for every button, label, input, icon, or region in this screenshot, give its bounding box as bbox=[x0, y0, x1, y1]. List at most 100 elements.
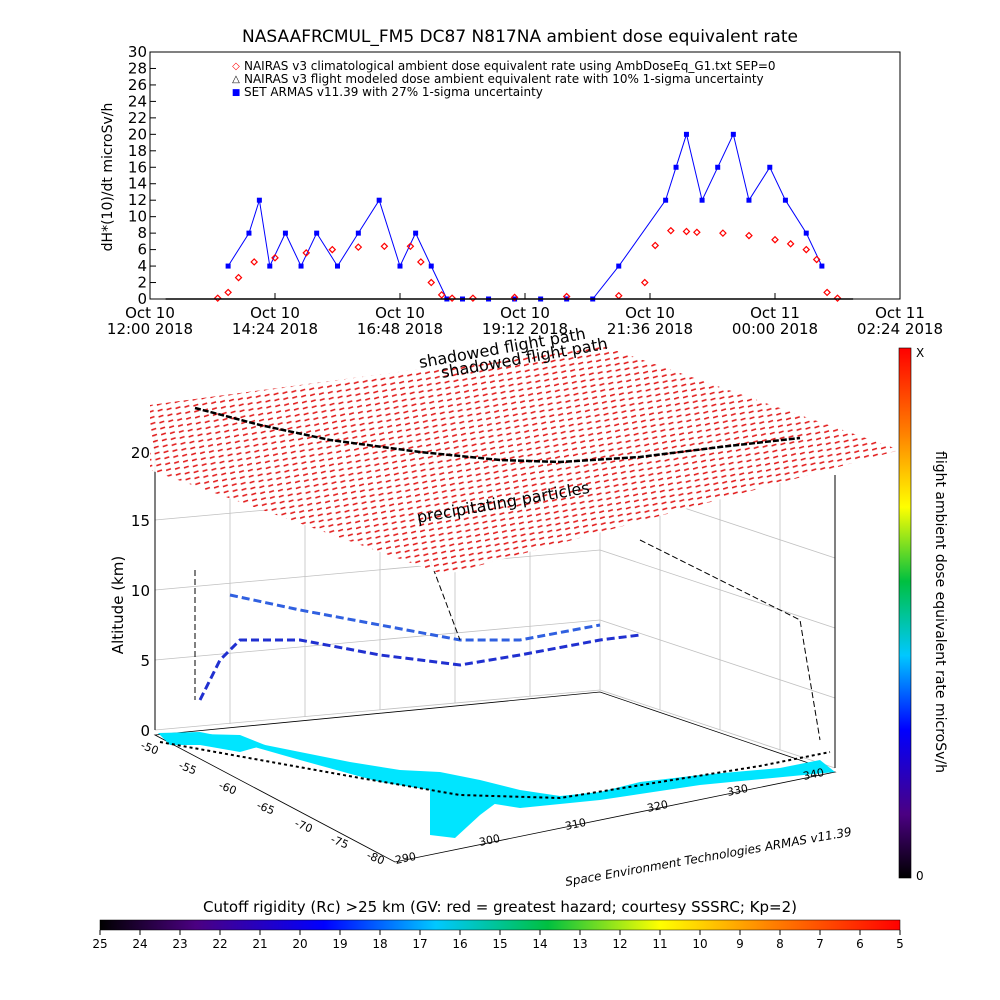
top-y-tick-label: 22 bbox=[128, 109, 147, 127]
rigidity-tick-label: 7 bbox=[816, 937, 824, 951]
armas-point bbox=[428, 263, 434, 269]
top-y-tick-label: 6 bbox=[137, 241, 147, 259]
armas-point bbox=[616, 263, 622, 269]
legend-marker-nairas-flight: △ bbox=[232, 74, 240, 85]
dose-colorbar bbox=[898, 347, 912, 879]
armas-point bbox=[715, 164, 721, 170]
nairas-clim-point bbox=[745, 231, 753, 240]
top-x-tick-label-day: Oct 11 bbox=[750, 304, 800, 322]
top-y-tick-label: 20 bbox=[128, 125, 147, 143]
rigidity-tick-label: 25 bbox=[92, 937, 107, 951]
series-armas bbox=[225, 131, 825, 302]
top-x-tick-label-day: Oct 10 bbox=[250, 304, 300, 322]
rigidity-colorbar bbox=[99, 919, 901, 931]
nairas-clim-point bbox=[213, 294, 222, 303]
nairas-clim-point bbox=[693, 228, 701, 237]
nairas-clim-point bbox=[786, 239, 795, 248]
top-y-tick-label: 18 bbox=[128, 142, 147, 160]
nairas-clim-point bbox=[406, 242, 415, 251]
armas-point bbox=[256, 197, 262, 203]
top-x-tick-label-time: 00:00 2018 bbox=[732, 320, 818, 338]
top-y-tick-label: 28 bbox=[128, 59, 147, 77]
lat-tick-70: -70 bbox=[293, 817, 315, 836]
armas-point bbox=[225, 263, 231, 269]
dose-colorbar-label: flight ambient dose equivalent rate micr… bbox=[932, 451, 948, 773]
rigidity-tick-label: 9 bbox=[736, 937, 744, 951]
armas-point bbox=[335, 263, 340, 269]
top-x-tick-label-day: Oct 10 bbox=[375, 304, 425, 322]
top-y-tick-label: 24 bbox=[128, 92, 147, 110]
armas-point bbox=[376, 197, 382, 203]
nairas-clim-point bbox=[802, 245, 811, 254]
top-y-tick-label: 4 bbox=[137, 257, 147, 275]
armas-point bbox=[699, 197, 705, 203]
dose-colorbar-top-label: X bbox=[916, 346, 924, 360]
rigidity-tick-label: 21 bbox=[252, 937, 267, 951]
nairas-clim-point bbox=[682, 227, 691, 236]
armas-point bbox=[663, 197, 669, 203]
lon-tick-310: 310 bbox=[564, 816, 587, 833]
armas-point bbox=[298, 263, 304, 269]
nairas-clim-point bbox=[328, 245, 337, 254]
flight-shadow-lines bbox=[194, 539, 821, 741]
nairas-clim-point bbox=[437, 291, 446, 299]
series-nairas-climatological bbox=[213, 226, 842, 303]
lat-tick-65: -65 bbox=[255, 799, 277, 818]
armas-point bbox=[746, 197, 752, 203]
armas-point bbox=[730, 131, 736, 137]
map-land-south bbox=[158, 732, 835, 808]
top-x-tick-label-time: 19:12 2018 bbox=[482, 320, 568, 338]
top-y-tick-label: 30 bbox=[128, 43, 147, 61]
z-tick-0: 0 bbox=[140, 722, 150, 740]
legend-label-armas: SET ARMAS v11.39 with 27% 1-sigma uncert… bbox=[244, 85, 543, 99]
nairas-clim-point bbox=[271, 253, 279, 262]
top-x-tick-label-time: 16:48 2018 bbox=[357, 320, 443, 338]
rigidity-colorbar-ticks: 25 24 23 22 21 20 19 18 17 16 15 14 13 12 11 10 9 8 7 6 5 bbox=[92, 930, 904, 951]
rigidity-tick-label: 15 bbox=[492, 937, 507, 951]
top-x-tick-label-day: Oct 10 bbox=[625, 304, 675, 322]
lat-tick-55: -55 bbox=[177, 759, 199, 778]
rigidity-tick-label: 16 bbox=[452, 937, 467, 951]
legend-label-nairas-flight: NAIRAS v3 flight modeled dose ambient eq… bbox=[244, 72, 764, 86]
rigidity-tick-label: 24 bbox=[132, 937, 147, 951]
rigidity-tick-label: 19 bbox=[332, 937, 347, 951]
top-x-tick-label-time: 02:24 2018 bbox=[857, 320, 943, 338]
map-land-west bbox=[158, 733, 265, 752]
nairas-clim-point bbox=[234, 273, 243, 282]
nairas-clim-point bbox=[812, 255, 821, 264]
top-chart-title: NASAAFRCMUL_FM5 DC87 N817NA ambient dose… bbox=[242, 27, 798, 47]
shadowed-flight-path-line bbox=[194, 406, 801, 464]
top-x-tick-label-day: Oct 11 bbox=[875, 304, 925, 322]
lon-tick-300: 300 bbox=[478, 832, 501, 849]
armas-point bbox=[673, 164, 679, 170]
armas-point bbox=[413, 230, 419, 236]
lat-tick-80: -80 bbox=[365, 849, 387, 868]
nairas-clim-point bbox=[448, 294, 456, 303]
nairas-clim-point bbox=[354, 243, 363, 251]
z-tick-15: 15 bbox=[131, 512, 150, 530]
nairas-clim-point bbox=[666, 226, 675, 235]
top-y-tick-label: 8 bbox=[137, 224, 147, 242]
rigidity-tick-label: 22 bbox=[212, 937, 227, 951]
armas-point bbox=[314, 230, 320, 236]
lon-tick-320: 320 bbox=[646, 798, 669, 815]
top-y-tick-label: 2 bbox=[137, 274, 147, 292]
precipitating-particle-layer bbox=[150, 345, 900, 575]
lon-tick-330: 330 bbox=[726, 782, 749, 799]
legend: ◇ NAIRAS v3 climatological ambient dose … bbox=[232, 59, 776, 99]
rigidity-tick-label: 13 bbox=[572, 937, 587, 951]
armas-point bbox=[246, 230, 252, 236]
z-tick-5: 5 bbox=[140, 652, 150, 670]
armas-point bbox=[767, 164, 773, 170]
nairas-clim-point bbox=[469, 294, 477, 303]
nairas-clim-point bbox=[427, 278, 436, 287]
armas-point bbox=[803, 230, 809, 236]
nairas-clim-point bbox=[510, 293, 519, 302]
rigidity-tick-label: 5 bbox=[896, 937, 904, 951]
nairas-clim-point bbox=[302, 249, 311, 257]
lon-tick-340: 340 bbox=[802, 766, 825, 783]
nairas-clim-point bbox=[833, 294, 842, 303]
rigidity-tick-label: 23 bbox=[172, 937, 187, 951]
